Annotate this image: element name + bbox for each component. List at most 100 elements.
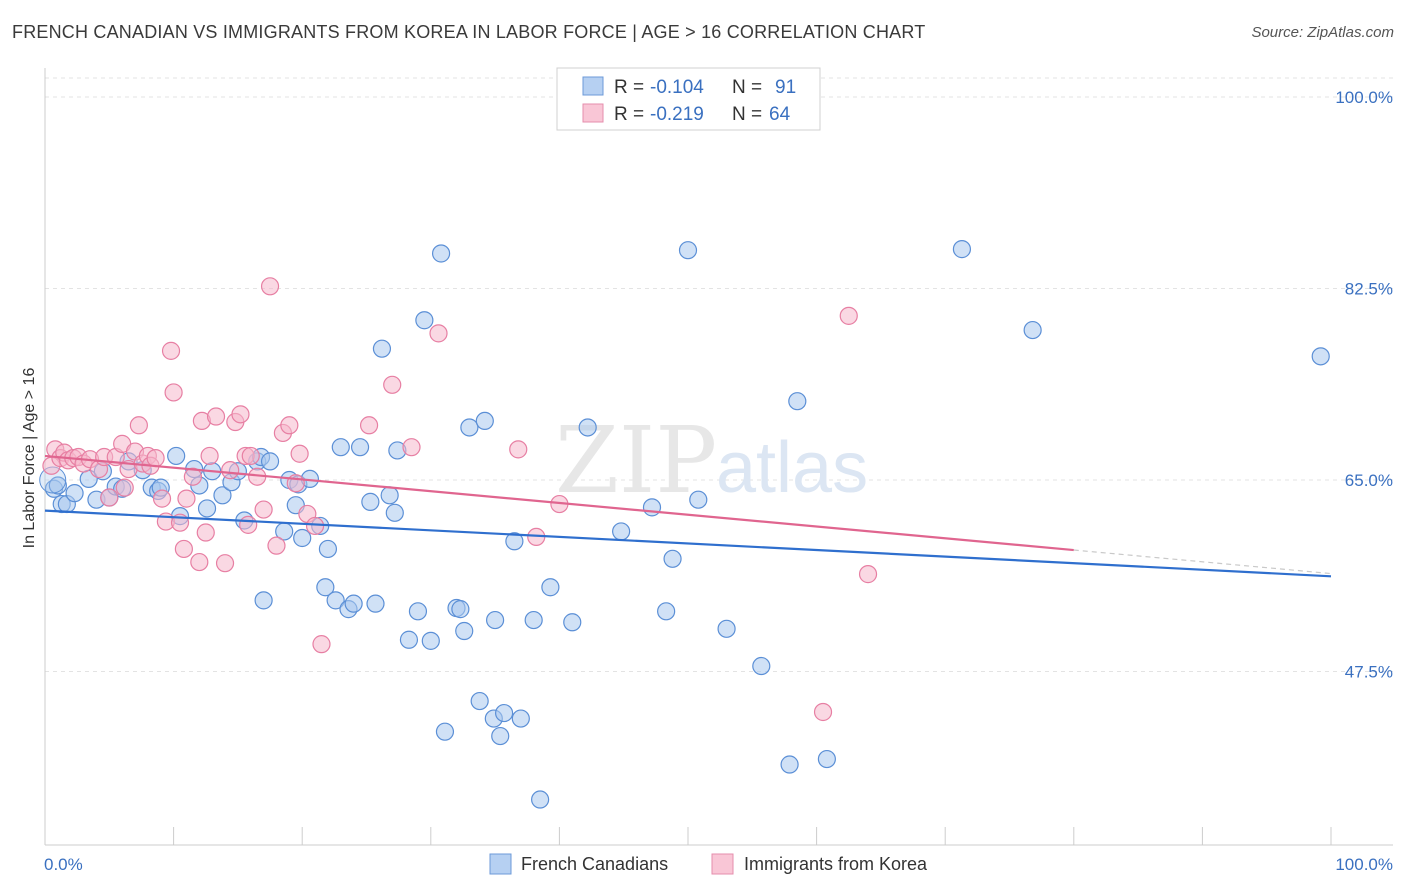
series-legend-swatch-blue — [489, 853, 512, 875]
x-tick-label-min: 0.0% — [44, 855, 83, 874]
data-point-immigrants-from-korea — [839, 306, 858, 325]
data-point-french-canadians — [48, 476, 67, 495]
data-point-french-canadians — [531, 790, 550, 809]
legend-n-label: N = — [732, 77, 762, 98]
data-point-immigrants-from-korea — [190, 552, 209, 572]
data-point-french-canadians — [460, 418, 479, 437]
gridlines — [45, 77, 1393, 672]
data-point-french-canadians — [1311, 347, 1330, 366]
data-point-french-canadians — [657, 602, 676, 621]
data-point-immigrants-from-korea — [100, 488, 119, 507]
data-point-immigrants-from-korea — [429, 324, 448, 343]
data-point-french-canadians — [495, 703, 514, 723]
data-point-french-canadians — [167, 446, 186, 466]
data-point-french-canadians — [380, 486, 399, 505]
data-point-immigrants-from-korea — [260, 277, 280, 296]
chart-title: FRENCH CANADIAN VS IMMIGRANTS FROM KOREA… — [12, 22, 926, 42]
data-point-immigrants-from-korea — [196, 523, 215, 542]
legend-n-value: 91 — [775, 77, 796, 98]
data-point-french-canadians — [470, 691, 489, 711]
y-tick-label: 82.5% — [1345, 280, 1393, 299]
y-tick-label: 100.0% — [1335, 88, 1393, 107]
data-point-french-canadians — [408, 602, 428, 621]
data-point-immigrants-from-korea — [174, 539, 193, 559]
data-point-french-canadians — [612, 522, 631, 541]
series-french-canadians — [39, 240, 1330, 809]
data-point-french-canadians — [752, 656, 771, 676]
y-tick-labels: 100.0% 82.5% 65.0% 47.5% — [1335, 88, 1393, 682]
legend-r-value: -0.104 — [650, 77, 704, 98]
data-point-immigrants-from-korea — [206, 407, 226, 426]
series-legend: French Canadians Immigrants from Korea — [489, 853, 928, 875]
x-tick-label-max: 100.0% — [1335, 855, 1393, 874]
data-point-french-canadians — [197, 499, 217, 518]
data-point-french-canadians — [385, 503, 404, 522]
data-point-french-canadians — [421, 631, 440, 650]
data-point-immigrants-from-korea — [312, 635, 331, 654]
data-point-immigrants-from-korea — [254, 500, 273, 519]
data-point-immigrants-from-korea — [383, 375, 402, 394]
y-tick-label: 47.5% — [1345, 663, 1393, 682]
data-point-immigrants-from-korea — [152, 489, 172, 508]
data-point-french-canadians — [455, 621, 474, 641]
data-point-french-canadians — [952, 240, 972, 259]
data-point-immigrants-from-korea — [359, 416, 379, 435]
data-point-french-canadians — [817, 749, 836, 769]
data-point-immigrants-from-korea — [221, 461, 240, 480]
data-point-french-canadians — [511, 709, 530, 728]
data-point-immigrants-from-korea — [183, 467, 202, 486]
data-point-french-canadians — [491, 726, 510, 746]
data-point-french-canadians — [717, 619, 736, 638]
legend-n-value: 64 — [769, 104, 791, 125]
data-point-french-canadians — [415, 311, 434, 330]
data-point-immigrants-from-korea — [115, 478, 134, 497]
stats-legend: R = -0.104 N = 91 R = -0.219 N = 64 — [556, 67, 821, 131]
watermark-atlas: atlas — [716, 428, 868, 508]
data-point-french-canadians — [361, 492, 380, 511]
data-point-french-canadians — [65, 484, 84, 503]
data-point-french-canadians — [1023, 320, 1042, 340]
data-point-french-canadians — [399, 630, 419, 649]
data-point-french-canadians — [254, 591, 273, 610]
legend-swatch-pink — [582, 103, 604, 123]
y-tick-label: 65.0% — [1345, 471, 1393, 490]
data-point-french-canadians — [689, 490, 708, 509]
data-point-french-canadians — [318, 539, 338, 559]
legend-r-value: -0.219 — [650, 104, 704, 125]
data-point-french-canadians — [316, 578, 335, 597]
data-point-immigrants-from-korea — [402, 438, 421, 457]
data-point-immigrants-from-korea — [231, 405, 250, 424]
data-point-french-canadians — [505, 532, 524, 551]
legend-n-label: N = — [732, 104, 762, 125]
data-point-immigrants-from-korea — [509, 440, 528, 459]
data-point-french-canadians — [260, 452, 280, 471]
data-point-immigrants-from-korea — [161, 341, 181, 360]
data-point-french-canadians — [678, 241, 698, 260]
data-point-french-canadians — [293, 528, 312, 548]
data-point-french-canadians — [788, 392, 807, 411]
data-point-french-canadians — [541, 578, 560, 597]
legend-swatch-blue — [582, 76, 604, 96]
series-legend-swatch-pink — [711, 853, 734, 875]
data-point-french-canadians — [350, 438, 370, 457]
data-point-immigrants-from-korea — [305, 516, 325, 536]
data-point-french-canadians — [344, 594, 363, 613]
data-point-french-canadians — [331, 438, 350, 457]
data-point-french-canadians — [213, 486, 232, 505]
data-point-immigrants-from-korea — [267, 536, 286, 555]
data-point-immigrants-from-korea — [239, 515, 258, 534]
y-axis-title: In Labor Force | Age > 16 — [21, 368, 38, 549]
data-point-french-canadians — [475, 411, 494, 431]
data-point-french-canadians — [435, 722, 455, 741]
trendline-french-canadians — [44, 509, 1332, 578]
legend-r-label: R = — [614, 104, 644, 125]
data-point-french-canadians — [642, 498, 662, 517]
data-point-immigrants-from-korea — [280, 416, 299, 435]
data-point-french-canadians — [366, 594, 385, 613]
series-immigrants-from-korea — [42, 277, 878, 722]
trend-lines — [44, 454, 1332, 578]
trendline-extension — [1073, 549, 1332, 575]
data-point-french-canadians — [372, 339, 392, 358]
data-point-french-canadians — [563, 613, 582, 632]
